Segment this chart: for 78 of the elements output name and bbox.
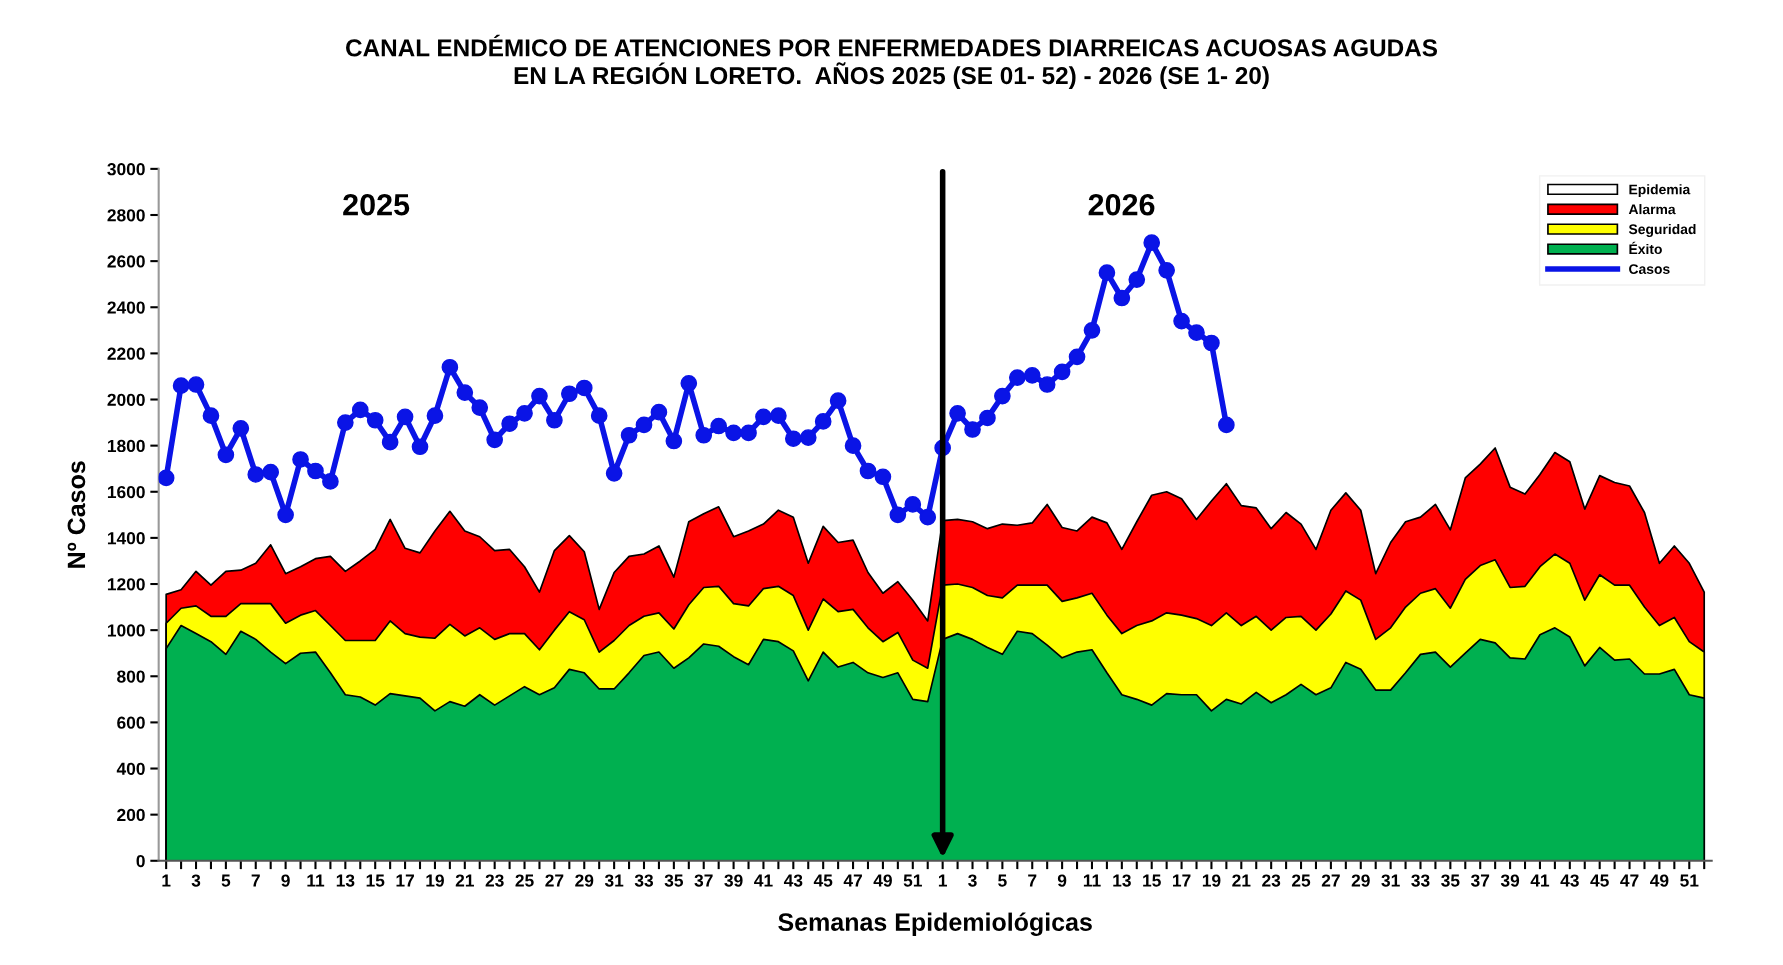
y-tick-label: 600 [117, 716, 145, 729]
x-tick-label: 17 [396, 874, 414, 887]
x-tick-label: 5 [221, 874, 231, 887]
x-tick-label: 45 [1590, 874, 1609, 887]
x-tick-label: 51 [903, 874, 922, 887]
x-tick-label: 17 [1173, 874, 1191, 887]
annotation: 2025 [343, 193, 410, 216]
y-tick-label: 2000 [107, 393, 145, 406]
legend-label: Alarma [1628, 204, 1676, 215]
x-tick-label: 29 [1351, 874, 1370, 887]
x-tick-label: 3 [968, 874, 977, 887]
y-tick-label: 1200 [107, 578, 145, 591]
x-tick-label: 1 [938, 874, 947, 887]
legend-label: Éxito [1629, 241, 1662, 255]
x-tick-label: 25 [1291, 874, 1311, 887]
x-tick-label: 39 [724, 874, 743, 887]
y-tick-label: 200 [117, 808, 145, 822]
x-tick-label: 9 [281, 874, 290, 887]
x-tick-label: 41 [1530, 874, 1550, 887]
x-tick-label: 49 [1650, 874, 1669, 887]
y-tick-label: 1400 [107, 532, 145, 545]
y-tick-label: 0 [136, 854, 145, 868]
x-tick-label: 47 [1620, 874, 1639, 887]
x-tick-label: 21 [1232, 874, 1251, 887]
x-tick-label: 13 [1113, 874, 1131, 887]
x-tick-label: 21 [455, 874, 474, 887]
legend-label: Casos [1629, 264, 1670, 274]
x-tick-label: 23 [485, 874, 504, 887]
x-tick-label: 13 [336, 874, 355, 887]
x-tick-label: 7 [251, 874, 260, 887]
y-tick-label: 2800 [107, 209, 145, 222]
x-tick-label: 9 [1057, 874, 1067, 887]
x-tick-label: 31 [604, 874, 624, 887]
x-tick-label: 47 [843, 874, 862, 887]
x-tick-label: 3 [191, 874, 201, 887]
x-tick-label: 43 [1560, 874, 1579, 887]
y-tick-label: 1600 [107, 485, 145, 499]
x-tick-label: 41 [754, 874, 773, 887]
x-tick-label: 33 [634, 874, 654, 887]
x-tick-label: 19 [1202, 874, 1221, 887]
x-tick-label: 7 [1028, 874, 1037, 887]
y-axis-title: Nº Casos [67, 461, 86, 568]
x-tick-label: 15 [366, 874, 385, 887]
x-tick-label: 5 [998, 874, 1007, 887]
x-tick-label: 11 [307, 874, 325, 887]
x-tick-label: 51 [1680, 874, 1699, 887]
chart-title: CANAL ENDÉMICO DE ATENCIONES POR ENFERMEDADES DIARREICAS ACUOSAS AGUDAS EN LA REGIÓN LORETO. AÑOS 2025 (SE 01- 52) - 2026 (SE 1- 20) [346, 34, 1438, 90]
annotation: 2026 [1088, 193, 1155, 216]
y-tick-label: 400 [116, 762, 145, 775]
x-tick-label: 27 [545, 874, 564, 887]
x-tick-label: 27 [1321, 874, 1340, 887]
x-tick-label: 49 [873, 874, 892, 887]
x-tick-label: 39 [1500, 874, 1520, 887]
y-tick-label: 2400 [107, 301, 145, 314]
x-tick-label: 45 [813, 874, 833, 887]
x-tick-label: 19 [426, 874, 444, 887]
y-tick-label: 2600 [107, 255, 145, 268]
y-tick-label: 800 [117, 670, 145, 683]
y-tick-label: 2200 [107, 347, 145, 360]
x-tick-label: 31 [1381, 874, 1400, 887]
x-tick-label: 35 [664, 874, 684, 887]
x-tick-label: 23 [1262, 874, 1281, 887]
x-tick-label: 15 [1143, 874, 1161, 887]
x-tick-label: 25 [515, 874, 534, 887]
legend-label: Epidemia [1629, 184, 1691, 198]
legend-label: Seguridad [1628, 223, 1696, 237]
x-tick-label: 35 [1441, 874, 1460, 887]
y-tick-label: 1000 [107, 624, 145, 637]
y-tick-label: 1800 [107, 439, 145, 453]
x-tick-label: 29 [575, 874, 594, 887]
x-tick-label: 33 [1411, 874, 1430, 887]
x-tick-label: 37 [1470, 874, 1490, 887]
y-tick-label: 3000 [107, 163, 145, 176]
x-tick-label: 43 [783, 874, 803, 887]
x-tick-label: 37 [694, 874, 713, 887]
x-tick-label: 1 [162, 874, 171, 887]
x-tick-label: 11 [1083, 874, 1101, 887]
x-axis-title: Semanas Epidemiológicas [778, 912, 1092, 937]
